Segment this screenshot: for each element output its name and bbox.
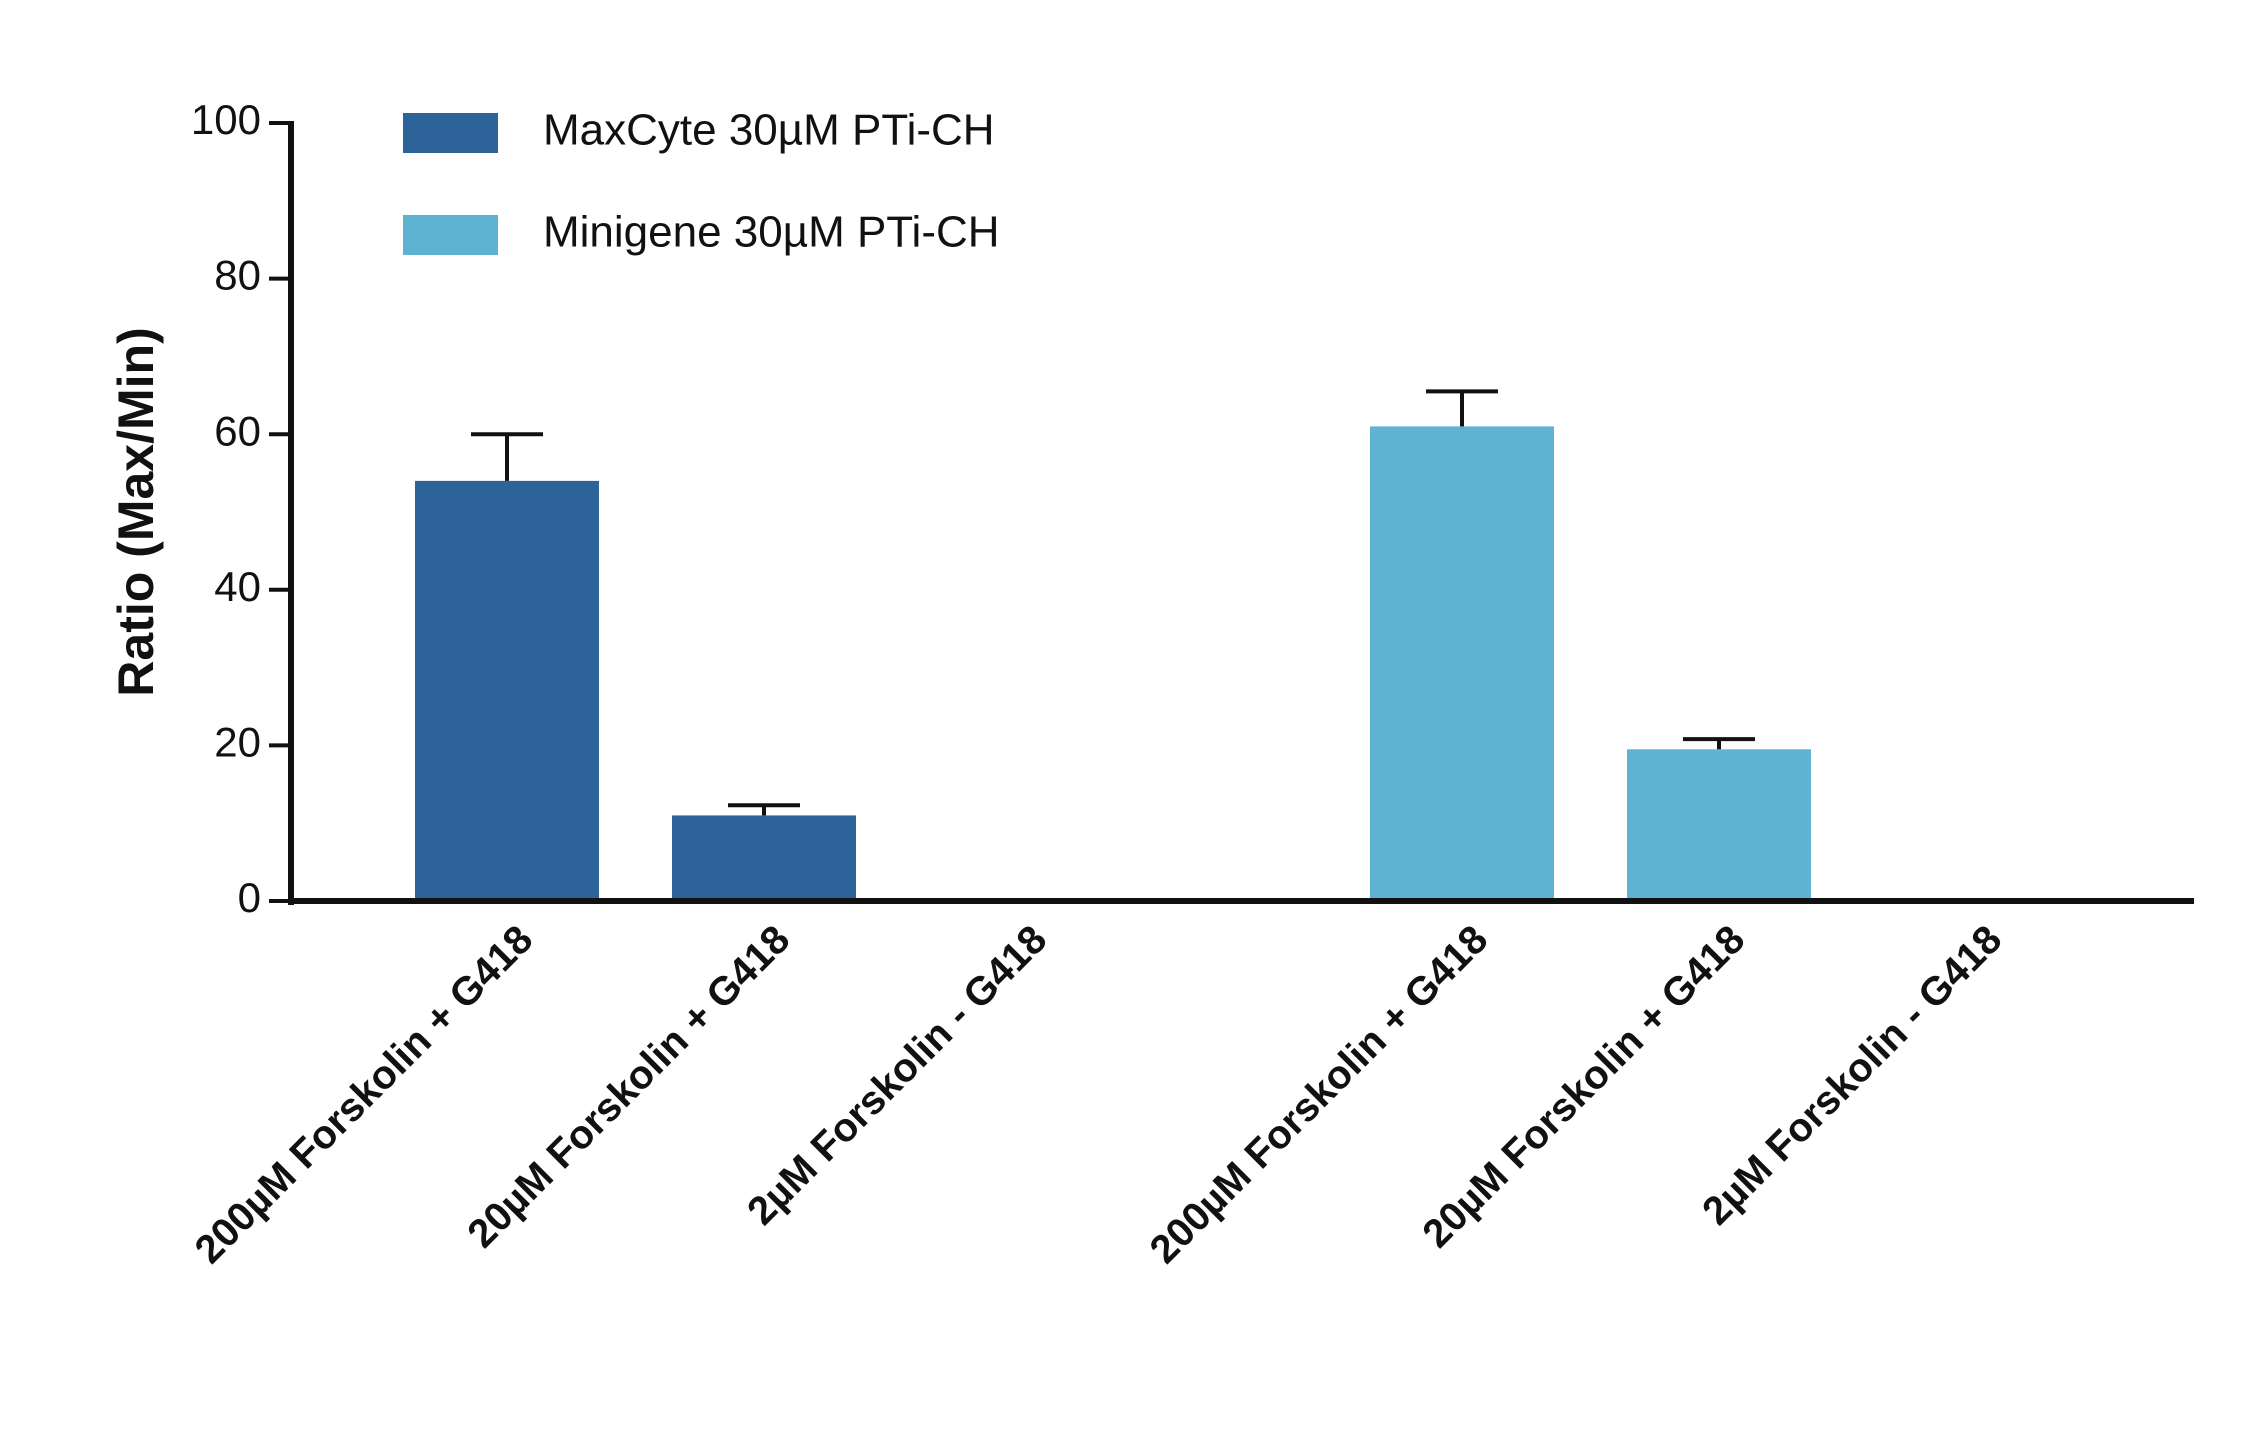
y-axis-title: Ratio (Max/Min)	[108, 327, 164, 696]
y-tick-label: 40	[214, 563, 261, 610]
y-tick-label: 80	[214, 252, 261, 299]
y-tick-label: 100	[191, 96, 261, 143]
y-tick-label: 60	[214, 407, 261, 454]
y-tick-label: 20	[214, 718, 261, 765]
error-bar	[1683, 737, 1755, 750]
error-bar	[471, 432, 543, 481]
x-tick-label: 2µM Forskolin - G418	[1694, 917, 2010, 1233]
error-bar	[728, 803, 800, 816]
legend-label: Minigene 30µM PTi-CH	[543, 208, 1000, 257]
error-bar	[1426, 389, 1498, 427]
legend-label: MaxCyte 30µM PTi-CH	[543, 106, 995, 155]
legend-swatch	[403, 113, 498, 153]
bar	[1627, 749, 1811, 901]
legend-swatch	[403, 215, 498, 255]
x-tick-label: 2µM Forskolin - G418	[739, 917, 1055, 1233]
bar	[672, 815, 856, 901]
y-tick-label: 0	[238, 874, 261, 921]
bar	[1370, 426, 1554, 901]
bar	[415, 480, 599, 901]
